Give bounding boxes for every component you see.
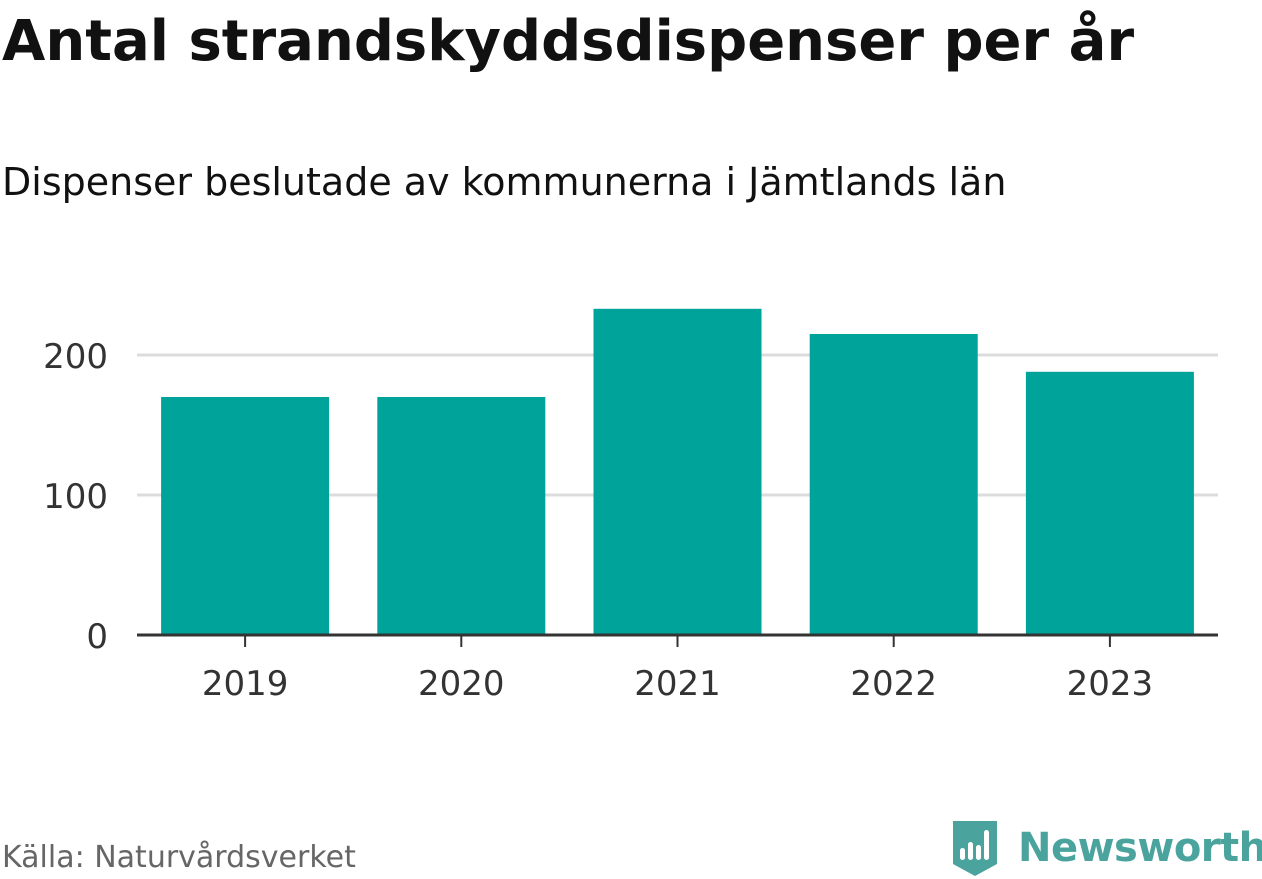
y-tick-label: 0 (86, 617, 108, 657)
axes: 0 100 200 2019 2020 2021 2022 2023 (43, 337, 1218, 704)
brand-name: Newsworthy (1018, 825, 1262, 871)
chart-subtitle: Dispenser beslutade av kommunerna i Jämt… (2, 160, 1007, 204)
bar-2022 (809, 334, 978, 635)
y-tick-label: 200 (43, 337, 108, 377)
bar-2023 (1025, 371, 1194, 635)
x-tick-label: 2021 (634, 664, 721, 704)
x-tick-label: 2019 (202, 664, 289, 704)
x-tick-label: 2020 (418, 664, 505, 704)
bar-2020 (377, 397, 546, 635)
bar-2019 (161, 397, 330, 635)
brand-logo[interactable]: Newsworthy (950, 818, 1262, 878)
y-tick-label: 100 (43, 477, 108, 517)
source-note: Källa: Naturvårdsverket (2, 840, 356, 875)
x-tick-label: 2022 (850, 664, 937, 704)
x-tick-label: 2023 (1067, 664, 1154, 704)
newsworthy-logo-icon (953, 821, 997, 876)
bar-2021 (593, 308, 762, 635)
chart-title: Antal strandskyddsdispenser per år (2, 9, 1135, 74)
bars (161, 308, 1194, 635)
